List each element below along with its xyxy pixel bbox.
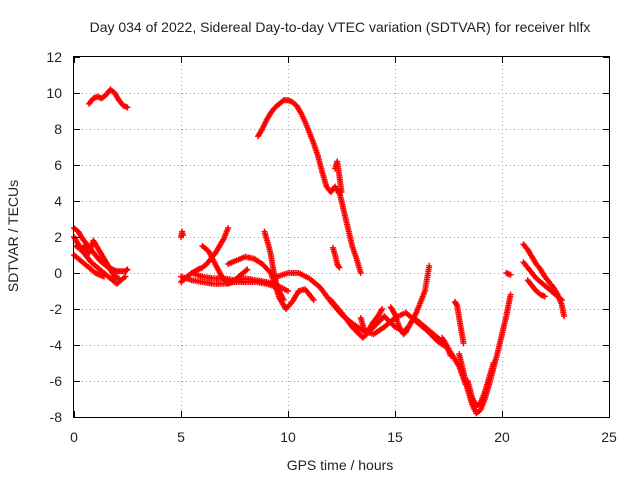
data-point xyxy=(558,297,565,303)
data-point xyxy=(490,360,497,366)
data-point xyxy=(460,340,467,347)
y-tick-label: 10 xyxy=(46,85,62,101)
x-axis-label: GPS time / hours xyxy=(287,457,394,473)
x-tick-label: 0 xyxy=(70,429,78,445)
data-point xyxy=(124,266,131,273)
data-point xyxy=(379,306,386,312)
data-point xyxy=(561,313,568,320)
x-tick-label: 15 xyxy=(387,429,403,445)
data-point xyxy=(123,267,130,274)
data-point xyxy=(101,273,107,280)
y-tick-label: 2 xyxy=(54,229,62,245)
y-tick-label: 8 xyxy=(54,121,62,137)
x-tick-label: 10 xyxy=(280,429,296,445)
data-point xyxy=(507,291,514,298)
data-point xyxy=(243,267,250,274)
data-point xyxy=(507,271,514,278)
data-point xyxy=(357,270,364,276)
grid-lines xyxy=(74,57,609,417)
y-tick-label: -8 xyxy=(50,409,63,425)
data-point xyxy=(124,104,131,111)
data-point xyxy=(541,293,548,300)
y-axis-label: SDTVAR / TECUs xyxy=(5,180,21,292)
y-tick-label: -2 xyxy=(50,301,63,317)
y-tick-label: 4 xyxy=(54,193,62,209)
y-tick-label: -4 xyxy=(50,337,63,353)
x-tick-label: 25 xyxy=(601,429,617,445)
chart-title: Day 034 of 2022, Sidereal Day-to-day VTE… xyxy=(90,19,591,35)
x-tick-label: 5 xyxy=(177,429,185,445)
y-tick-label: -6 xyxy=(50,373,63,389)
data-point xyxy=(310,297,317,303)
data-point xyxy=(244,266,251,273)
data-point xyxy=(426,262,433,269)
axis-ticks: 0 5 10 15 20 25 -8 -6 -4 -2 0 2 4 6 8 10 12 xyxy=(46,49,617,445)
x-tick-label: 20 xyxy=(494,429,510,445)
data-point xyxy=(453,301,460,308)
data-point xyxy=(180,232,187,239)
data-point xyxy=(335,263,342,270)
data-point xyxy=(115,275,122,282)
y-tick-label: 12 xyxy=(46,49,62,65)
data-point xyxy=(274,284,281,291)
data-point xyxy=(336,264,343,271)
data-point xyxy=(404,324,411,330)
plot-frame xyxy=(73,56,610,418)
data-point xyxy=(122,273,129,280)
data-point xyxy=(225,225,232,231)
data-points xyxy=(71,86,568,417)
data-point xyxy=(447,352,454,359)
y-tick-label: 0 xyxy=(54,265,62,281)
data-point xyxy=(285,288,291,294)
y-tick-label: 6 xyxy=(54,157,62,173)
